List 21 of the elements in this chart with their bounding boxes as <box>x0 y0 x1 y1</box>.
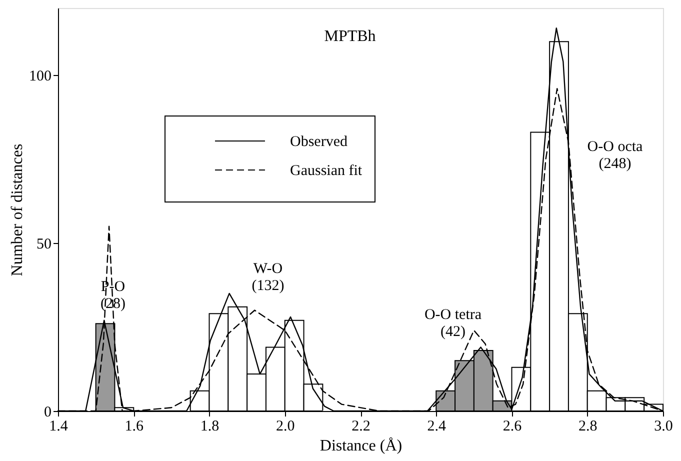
x-tick-label: 3.0 <box>654 418 673 434</box>
legend-label: Gaussian fit <box>290 163 363 179</box>
legend-label: Observed <box>290 134 348 150</box>
x-tick-label: 1.6 <box>124 418 144 434</box>
y-tick-label: 0 <box>44 404 52 420</box>
annotation: P-O (28) <box>100 279 126 312</box>
x-tick-label: 1.4 <box>49 418 68 434</box>
annotation: W-O (132) <box>252 261 284 294</box>
annotation: O-O tetra (42) <box>424 307 482 340</box>
x-tick-label: 2.8 <box>578 418 598 434</box>
x-tick-label: 2.6 <box>502 418 522 434</box>
x-tick-label: 2.0 <box>276 418 295 434</box>
x-tick-label: 1.8 <box>200 418 220 434</box>
y-tick-label: 50 <box>36 236 52 253</box>
annotation: O-O octa (248) <box>587 139 644 172</box>
text: MPTBh <box>324 28 376 45</box>
x-axis-title: Distance (Å) <box>320 436 402 454</box>
y-tick-label: 100 <box>29 68 52 85</box>
x-tick-label: 2.4 <box>427 418 446 434</box>
y-axis-title: Number of distances <box>9 144 26 276</box>
x-tick-label: 2.2 <box>352 418 370 434</box>
